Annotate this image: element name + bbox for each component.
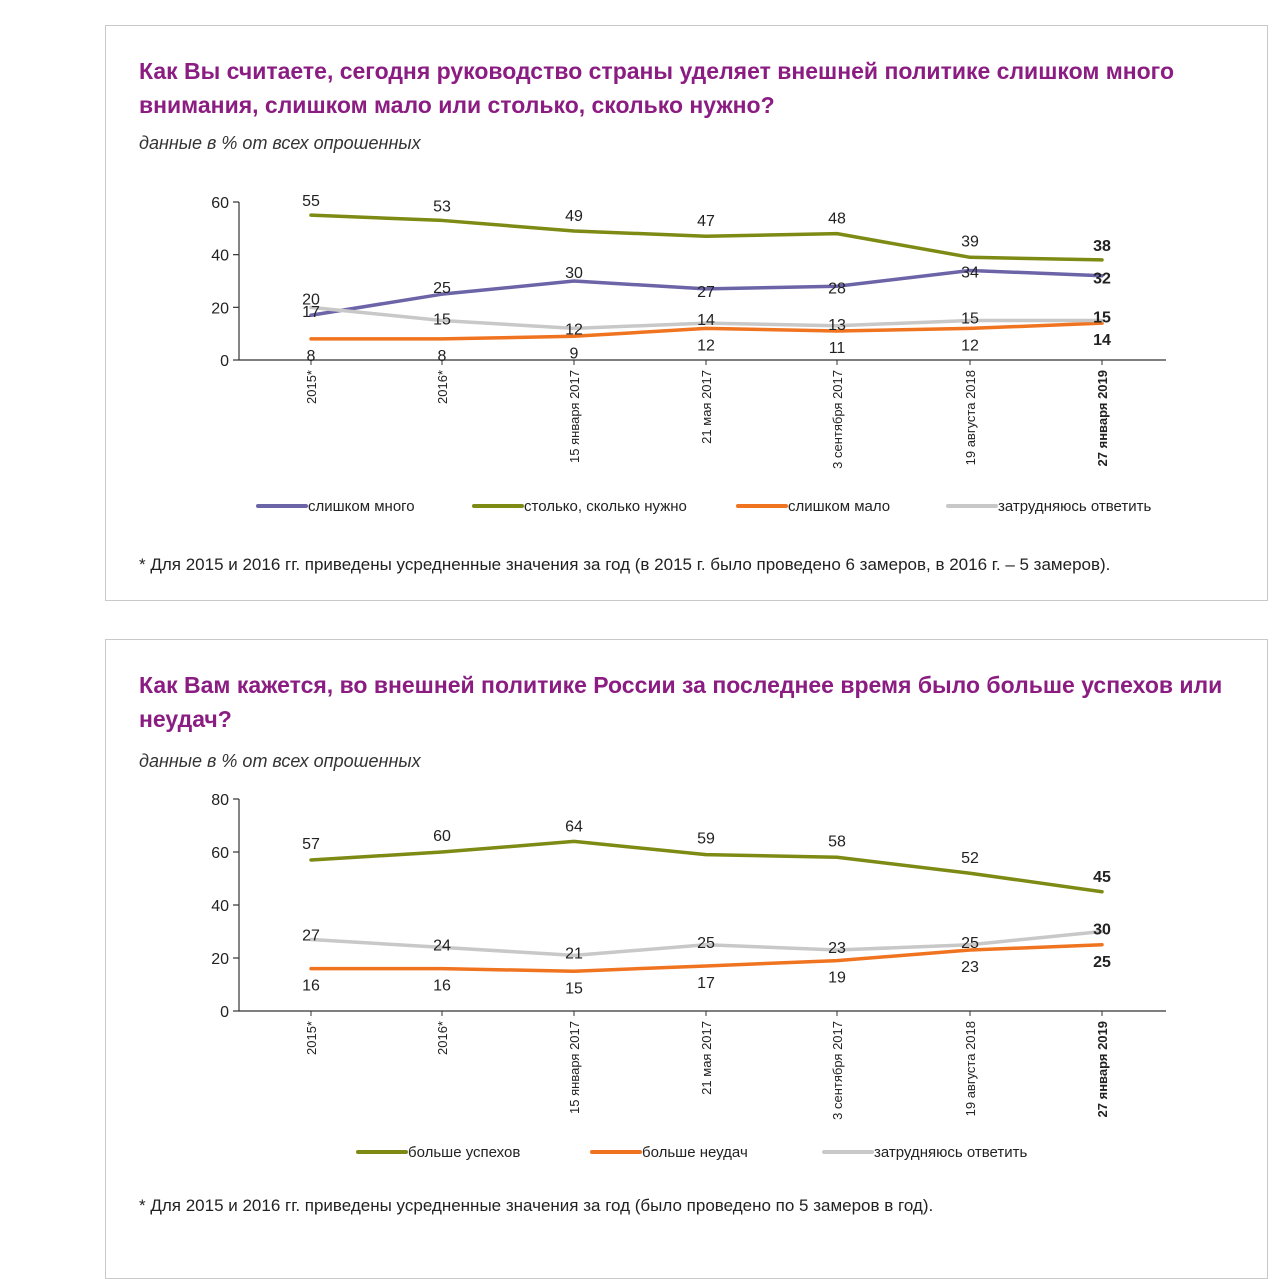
data-label: 49 bbox=[565, 208, 583, 225]
data-label: 30 bbox=[565, 265, 583, 282]
data-label: 45 bbox=[1093, 869, 1111, 886]
data-label: 14 bbox=[697, 312, 715, 329]
data-label: 24 bbox=[433, 937, 451, 954]
data-label: 25 bbox=[433, 280, 451, 297]
chart-subtitle: данные в % от всех опрошенных bbox=[139, 133, 421, 153]
series-line-1 bbox=[309, 943, 1104, 973]
data-label: 12 bbox=[961, 337, 979, 354]
data-label: 25 bbox=[961, 935, 979, 952]
series-line-1 bbox=[309, 213, 1104, 262]
x-tick-label: 2016* bbox=[435, 1021, 450, 1055]
data-label: 27 bbox=[697, 284, 715, 301]
chart-title: Как Вы считаете, сегодня руководство стр… bbox=[139, 58, 1175, 118]
data-label: 60 bbox=[433, 828, 451, 845]
chart-title: Как Вам кажется, во внешней политике Рос… bbox=[139, 672, 1223, 732]
line-chart-success: 0 20 40 60 80 2015* 2016* 15 января 2017 21 мая … bbox=[211, 792, 1166, 1161]
data-label: 32 bbox=[1093, 271, 1111, 288]
data-label: 23 bbox=[961, 959, 979, 976]
data-label: 57 bbox=[302, 836, 320, 853]
data-label: 8 bbox=[438, 348, 447, 365]
y-tick-label: 60 bbox=[211, 845, 229, 862]
series-line-2 bbox=[309, 929, 1104, 958]
x-tick-label: 15 января 2017 bbox=[567, 1021, 582, 1114]
data-label: 8 bbox=[307, 348, 316, 365]
x-tick-label: 2015* bbox=[304, 1021, 319, 1055]
y-tick-label: 80 bbox=[211, 792, 229, 809]
x-tick-label: 27 января 2019 bbox=[1095, 1021, 1110, 1117]
chart-panel-foreign-policy-success: Как Вам кажется, во внешней политике Рос… bbox=[105, 639, 1268, 1279]
y-tick-label: 60 bbox=[211, 195, 229, 212]
x-tick-label: 3 сентября 2017 bbox=[830, 370, 845, 469]
y-tick-label: 20 bbox=[211, 300, 229, 317]
data-label: 21 bbox=[565, 945, 583, 962]
data-label: 14 bbox=[1093, 332, 1111, 349]
line-chart-attention: 0 20 40 60 2015* 2016* 15 января 2017 21 мая 20… bbox=[211, 193, 1166, 515]
data-label: 53 bbox=[433, 198, 451, 215]
legend-label: слишком много bbox=[308, 498, 415, 515]
data-label: 25 bbox=[697, 935, 715, 952]
x-tick-label: 3 сентября 2017 bbox=[830, 1021, 845, 1120]
data-label: 16 bbox=[433, 978, 451, 995]
data-label: 38 bbox=[1093, 238, 1111, 255]
data-label: 30 bbox=[1093, 922, 1111, 939]
x-tick-label: 27 января 2019 bbox=[1095, 370, 1110, 466]
x-tick-label: 2015* bbox=[304, 370, 319, 404]
data-label: 17 bbox=[302, 304, 320, 321]
series-line-0 bbox=[309, 839, 1104, 894]
data-label: 9 bbox=[570, 345, 579, 362]
data-label: 20 bbox=[302, 291, 320, 308]
data-label: 34 bbox=[961, 264, 979, 281]
legend-label: затрудняюсь ответить bbox=[874, 1144, 1027, 1161]
data-label: 12 bbox=[565, 321, 583, 338]
legend-label: затрудняюсь ответить bbox=[998, 498, 1151, 515]
y-tick-label: 20 bbox=[211, 951, 229, 968]
data-label: 58 bbox=[828, 833, 846, 850]
data-label: 15 bbox=[433, 312, 451, 329]
data-label: 13 bbox=[828, 317, 846, 334]
chart-subtitle: данные в % от всех опрошенных bbox=[139, 751, 421, 771]
data-label: 11 bbox=[829, 340, 846, 357]
data-label: 55 bbox=[302, 193, 320, 210]
data-label: 15 bbox=[961, 311, 979, 328]
data-label: 47 bbox=[697, 213, 715, 230]
data-label: 19 bbox=[828, 970, 846, 987]
y-tick-label: 40 bbox=[211, 248, 229, 265]
chart-panel-foreign-policy-attention: Как Вы считаете, сегодня руководство стр… bbox=[105, 25, 1268, 601]
data-label: 48 bbox=[828, 211, 846, 228]
data-label: 16 bbox=[302, 978, 320, 995]
data-label: 12 bbox=[697, 337, 715, 354]
chart-footnote: * Для 2015 и 2016 гг. приведены усреднен… bbox=[139, 555, 1111, 574]
y-tick-label: 40 bbox=[211, 898, 229, 915]
x-tick-label: 21 мая 2017 bbox=[699, 1021, 714, 1095]
x-tick-label: 19 августа 2018 bbox=[963, 1021, 978, 1116]
y-tick-label: 0 bbox=[220, 1004, 229, 1021]
x-tick-label: 21 мая 2017 bbox=[699, 370, 714, 444]
chart-footnote: * Для 2015 и 2016 гг. приведены усреднен… bbox=[139, 1196, 934, 1215]
data-label: 52 bbox=[961, 850, 979, 867]
series-line-3 bbox=[309, 305, 1104, 331]
legend-label: слишком мало bbox=[788, 498, 890, 515]
legend-label: больше неудач bbox=[642, 1144, 748, 1161]
data-label: 25 bbox=[1093, 954, 1111, 971]
data-label: 27 bbox=[302, 927, 320, 944]
x-tick-label: 19 августа 2018 bbox=[963, 370, 978, 465]
x-tick-label: 2016* bbox=[435, 370, 450, 404]
series-line-0 bbox=[309, 268, 1104, 317]
series-line-2 bbox=[309, 321, 1104, 341]
data-label: 15 bbox=[1093, 310, 1111, 327]
legend-label: больше успехов bbox=[408, 1144, 520, 1161]
y-tick-label: 0 bbox=[220, 353, 229, 370]
data-label: 59 bbox=[697, 831, 715, 848]
data-label: 64 bbox=[565, 818, 583, 835]
data-label: 23 bbox=[828, 940, 846, 957]
data-label: 17 bbox=[697, 975, 715, 992]
data-label: 28 bbox=[828, 280, 846, 297]
x-tick-label: 15 января 2017 bbox=[567, 370, 582, 463]
data-label: 39 bbox=[961, 233, 979, 250]
legend-label: столько, сколько нужно bbox=[524, 498, 687, 515]
data-label: 15 bbox=[565, 980, 583, 997]
